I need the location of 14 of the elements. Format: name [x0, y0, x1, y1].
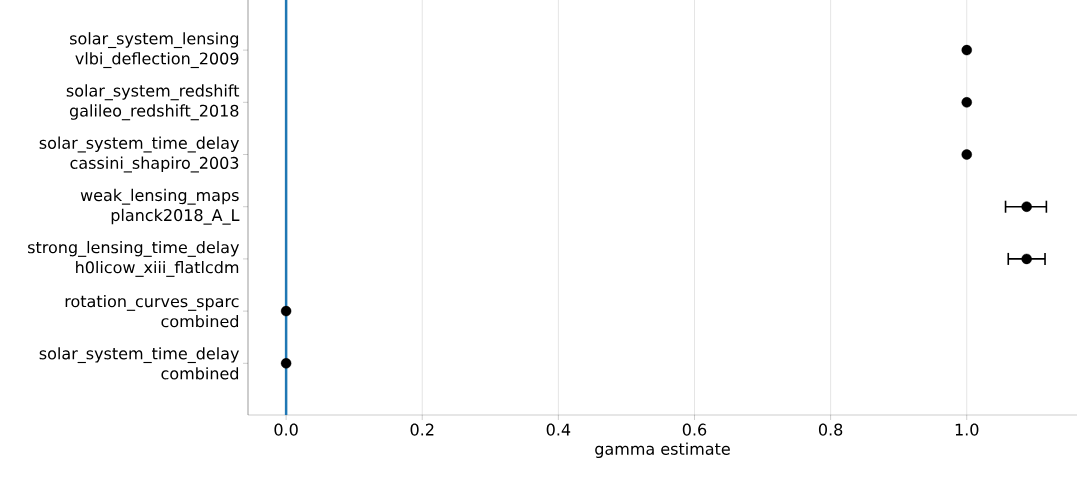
- y-tick-label: solar_system_lensing vlbi_deflection_2009: [70, 32, 239, 69]
- y-tick-label: solar_system_redshift galileo_redshift_2018: [66, 84, 240, 121]
- x-axis-title: gamma estimate: [595, 442, 730, 458]
- y-tick-label: weak_lensing_maps planck2018_A_L: [80, 188, 240, 225]
- y-tick-label: solar_system_time_delay cassini_shapiro_2003: [39, 136, 239, 173]
- y-tick-label: strong_lensing_time_delay h0licow_xiii_flatlcdm: [28, 240, 240, 277]
- x-tick-label: 0.6: [682, 423, 707, 436]
- y-tick-label: rotation_curves_sparc combined: [65, 294, 239, 328]
- y-tick-label: solar_system_time_delay combined: [39, 347, 239, 380]
- x-tick-label: 1.0: [955, 423, 979, 436]
- x-tick-label: 0.4: [546, 423, 571, 436]
- x-tick-label: 0.0: [274, 423, 298, 436]
- x-tick-label: 0.8: [818, 423, 843, 436]
- x-tick-label: 0.2: [410, 423, 434, 436]
